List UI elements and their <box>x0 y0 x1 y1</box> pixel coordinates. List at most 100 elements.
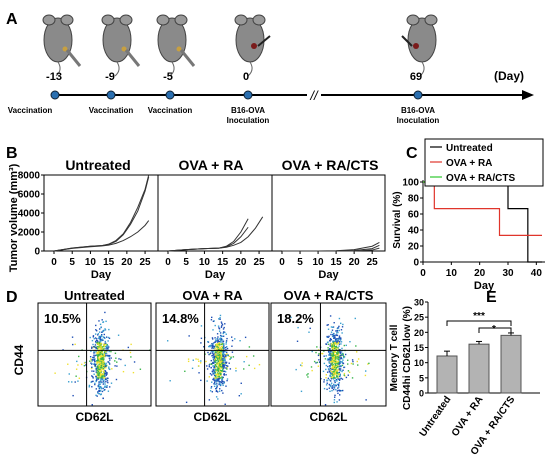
flow-event <box>218 328 221 330</box>
flow-event <box>104 363 107 366</box>
x-tick-label: 25 <box>367 257 379 268</box>
flow-event <box>215 359 217 361</box>
flow-event <box>347 359 349 361</box>
flow-event <box>340 343 342 345</box>
flow-event <box>340 322 342 325</box>
flow-event <box>210 359 212 362</box>
flow-event <box>333 355 336 358</box>
flow-event <box>223 370 226 373</box>
flow-event <box>229 358 231 360</box>
flow-event <box>343 344 346 347</box>
flow-event <box>90 358 92 360</box>
flow-event <box>219 369 222 372</box>
flow-event <box>103 333 106 336</box>
flow-event <box>341 352 344 355</box>
flow-event <box>89 360 91 362</box>
flow-event <box>217 368 220 370</box>
flow-event <box>331 366 334 369</box>
flow-event <box>333 396 336 398</box>
flow-event <box>98 371 100 374</box>
flow-event <box>222 364 225 366</box>
flow-event <box>221 343 224 346</box>
flow-event <box>90 362 92 364</box>
plot-frame <box>43 174 159 252</box>
flow-event <box>224 361 227 363</box>
flow-event <box>325 343 328 345</box>
flow-event <box>92 380 94 383</box>
flow-event <box>212 365 214 367</box>
flow-event <box>91 375 93 377</box>
flow-event <box>220 369 223 372</box>
flow-event <box>334 384 337 386</box>
tumor-growth-line <box>167 226 249 252</box>
flow-event <box>122 370 125 373</box>
flow-event <box>218 378 220 380</box>
flow-event <box>220 374 222 376</box>
flow-event <box>352 363 354 365</box>
flow-event <box>219 373 222 376</box>
flow-event <box>98 374 100 377</box>
flow-event <box>105 355 107 357</box>
flow-event <box>225 340 228 342</box>
flow-event <box>329 345 331 347</box>
flow-event <box>339 394 341 396</box>
flow-event <box>334 372 336 375</box>
flow-event <box>332 356 334 359</box>
flow-event <box>100 361 103 363</box>
flow-event <box>338 325 340 328</box>
flow-event <box>338 335 341 337</box>
flow-event <box>104 377 106 379</box>
flow-event <box>248 346 251 348</box>
flow-event <box>225 341 228 344</box>
flow-event <box>330 338 332 341</box>
flow-event <box>340 338 342 340</box>
flow-event <box>335 341 337 343</box>
flow-event <box>219 316 221 319</box>
x-tick-label: 20 <box>349 257 361 268</box>
flow-event <box>332 388 335 391</box>
flow-event <box>107 361 109 363</box>
flow-event <box>217 379 220 381</box>
flow-event <box>108 368 111 371</box>
flow-event <box>212 320 215 323</box>
survival-legend: Untreated OVA + RA OVA + RA/CTS <box>424 138 544 187</box>
flow-event <box>334 341 336 344</box>
panel-b-title: Untreated <box>65 157 130 173</box>
flow-event <box>216 348 218 350</box>
flow-event <box>219 381 222 383</box>
flow-event <box>210 319 213 321</box>
flow-event <box>222 341 224 343</box>
y-tick-label: 0 <box>413 258 419 269</box>
flow-event <box>214 377 216 379</box>
flow-event <box>337 360 340 363</box>
flow-event <box>103 363 105 366</box>
flow-event <box>99 379 102 381</box>
flow-event <box>84 361 86 364</box>
flow-event <box>214 369 216 371</box>
flow-event <box>338 345 340 347</box>
flow-event <box>338 399 341 401</box>
flow-event <box>329 358 332 360</box>
flow-event <box>332 366 335 368</box>
flow-event <box>219 340 222 343</box>
flow-event <box>335 378 338 381</box>
flow-event <box>342 354 344 356</box>
flow-event <box>331 351 333 353</box>
x-tick-label: 5 <box>69 257 75 268</box>
flow-event <box>102 370 105 373</box>
flow-event <box>103 364 105 367</box>
flow-event <box>337 355 339 357</box>
flow-event <box>110 382 113 384</box>
flow-event <box>212 350 214 353</box>
flow-event <box>98 373 101 375</box>
tumor-growth-line <box>167 216 264 252</box>
x-tick-label: 15 <box>103 257 115 268</box>
panel-b-ylabel: Tumor volume (mm³) <box>8 163 20 272</box>
flow-event <box>333 347 336 350</box>
x-tick-label: 20 <box>235 257 247 268</box>
flow-event <box>329 354 331 357</box>
flow-event <box>222 362 224 365</box>
flow-event <box>211 337 214 339</box>
flow-event <box>221 322 223 325</box>
flow-event <box>100 355 102 357</box>
